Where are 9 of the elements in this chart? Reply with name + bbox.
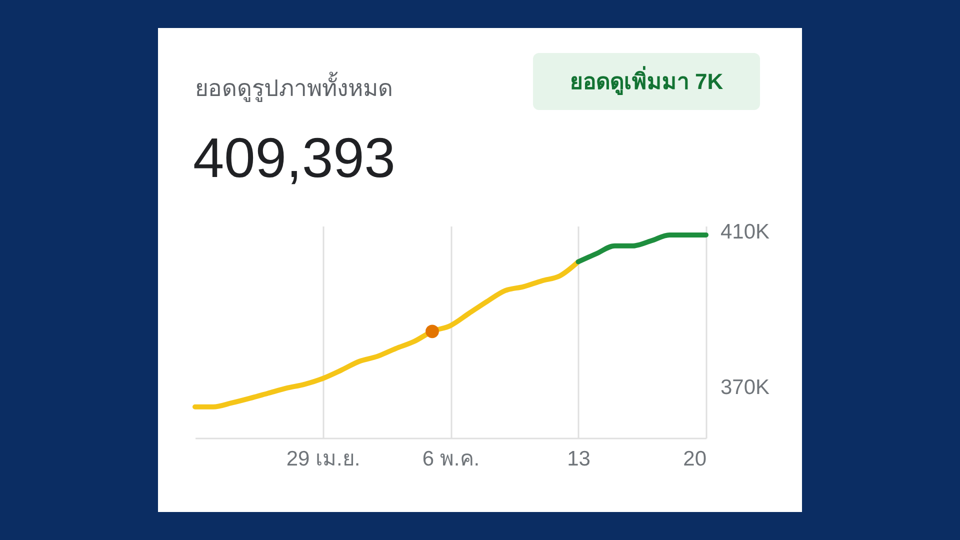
x-tick-label: 13 xyxy=(567,448,590,470)
y-tick-label: 410K xyxy=(720,220,770,244)
text: ยอดดูเพิ่มมา 7K xyxy=(533,53,760,110)
y-tick-label: 370K xyxy=(720,376,770,399)
chart-subtitle: 409,393 xyxy=(193,125,396,190)
x-tick-label: 29 เม.ย. xyxy=(286,448,360,470)
chart-title: ยอดดูรูปภาพทั้งหมด xyxy=(195,70,393,104)
x-tick-label: 6 พ.ค. xyxy=(422,448,480,470)
x-tick-label: 20 xyxy=(683,448,706,470)
